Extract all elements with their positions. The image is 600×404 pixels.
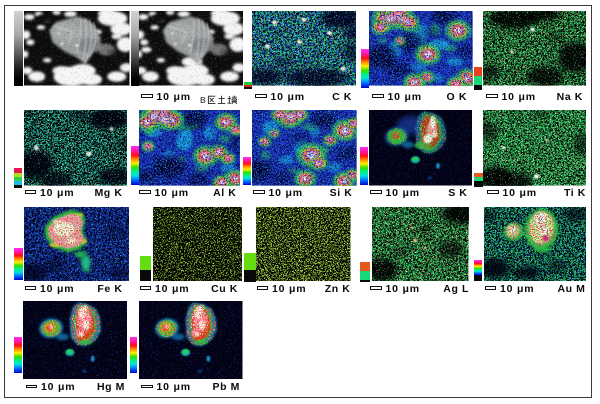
svg-text:B: B xyxy=(200,95,206,105)
